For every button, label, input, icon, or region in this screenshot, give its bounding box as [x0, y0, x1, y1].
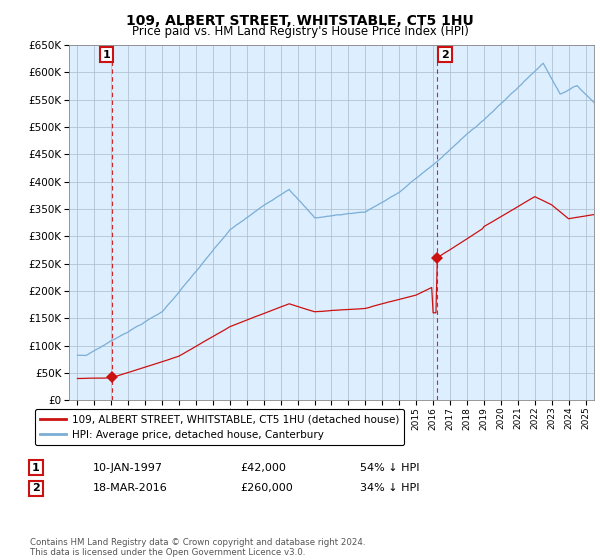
Text: Price paid vs. HM Land Registry's House Price Index (HPI): Price paid vs. HM Land Registry's House …: [131, 25, 469, 38]
Text: 10-JAN-1997: 10-JAN-1997: [93, 463, 163, 473]
Legend: 109, ALBERT STREET, WHITSTABLE, CT5 1HU (detached house), HPI: Average price, de: 109, ALBERT STREET, WHITSTABLE, CT5 1HU …: [35, 409, 404, 445]
Text: 54% ↓ HPI: 54% ↓ HPI: [360, 463, 419, 473]
Text: 2: 2: [441, 50, 449, 60]
Text: 1: 1: [32, 463, 40, 473]
Text: 1: 1: [103, 50, 110, 60]
Text: £260,000: £260,000: [240, 483, 293, 493]
Text: 34% ↓ HPI: 34% ↓ HPI: [360, 483, 419, 493]
Text: 2: 2: [32, 483, 40, 493]
Text: Contains HM Land Registry data © Crown copyright and database right 2024.
This d: Contains HM Land Registry data © Crown c…: [30, 538, 365, 557]
Text: £42,000: £42,000: [240, 463, 286, 473]
Text: 18-MAR-2016: 18-MAR-2016: [93, 483, 168, 493]
Text: 109, ALBERT STREET, WHITSTABLE, CT5 1HU: 109, ALBERT STREET, WHITSTABLE, CT5 1HU: [126, 14, 474, 28]
